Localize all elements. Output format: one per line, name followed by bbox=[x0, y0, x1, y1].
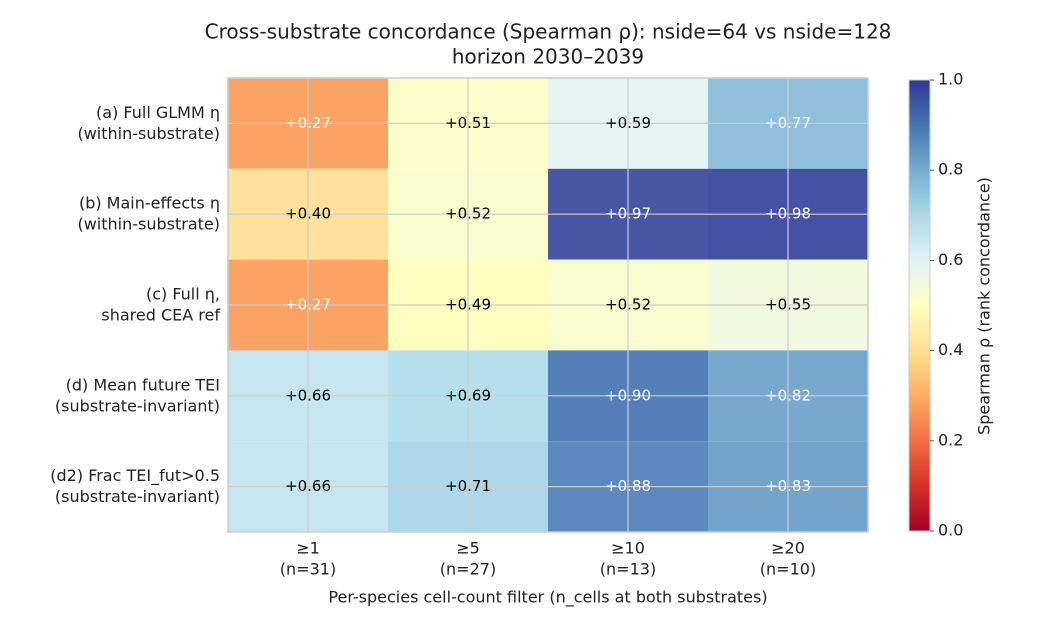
y-tick-label: (c) Full η, bbox=[146, 285, 220, 304]
colorbar-tick-label: 0.4 bbox=[938, 340, 963, 359]
colorbar-label: Spearman ρ (rank concordance) bbox=[975, 177, 994, 435]
cell-label: +0.55 bbox=[765, 296, 811, 314]
colorbar-tick-label: 0.2 bbox=[938, 430, 963, 449]
cell-label: +0.52 bbox=[605, 296, 651, 314]
x-axis-label: Per-species cell-count filter (n_cells a… bbox=[328, 588, 767, 608]
cell-label: +0.69 bbox=[445, 386, 491, 404]
cell-label: +0.59 bbox=[605, 114, 651, 132]
cell-label: +0.27 bbox=[285, 296, 331, 314]
x-tick-label: (n=13) bbox=[600, 560, 656, 579]
colorbar-tick-label: 0.8 bbox=[938, 160, 963, 179]
x-tick-label: ≥5 bbox=[456, 539, 480, 558]
cell-label: +0.51 bbox=[445, 114, 491, 132]
y-tick-label: (a) Full GLMM η bbox=[96, 103, 220, 122]
y-tick-label: (within-substrate) bbox=[77, 215, 220, 234]
y-tick-label: (d) Mean future TEI bbox=[66, 375, 220, 394]
cell-label: +0.88 bbox=[605, 477, 651, 495]
y-tick-label: (substrate-invariant) bbox=[55, 487, 220, 506]
x-tick-label: (n=27) bbox=[440, 560, 496, 579]
y-tick-label: (within-substrate) bbox=[77, 124, 220, 143]
cell-label: +0.83 bbox=[765, 477, 811, 495]
x-tick-label: (n=10) bbox=[760, 560, 816, 579]
chart-subtitle: horizon 2030–2039 bbox=[452, 45, 644, 69]
cell-label: +0.97 bbox=[605, 205, 651, 223]
plot-frame bbox=[227, 77, 869, 533]
colorbar-tick-label: 0.0 bbox=[938, 521, 963, 540]
cell-label: +0.40 bbox=[285, 205, 331, 223]
y-tick-label: (substrate-invariant) bbox=[55, 396, 220, 415]
chart-title: Cross-substrate concordance (Spearman ρ)… bbox=[205, 20, 892, 44]
x-tick-label: ≥10 bbox=[611, 539, 645, 558]
cell-label: +0.27 bbox=[285, 114, 331, 132]
cell-label: +0.71 bbox=[445, 477, 491, 495]
x-tick-label: ≥20 bbox=[771, 539, 805, 558]
cell-label: +0.49 bbox=[445, 296, 491, 314]
colorbar-tick-label: 0.6 bbox=[938, 250, 963, 269]
x-tick-label: ≥1 bbox=[296, 539, 320, 558]
cell-label: +0.90 bbox=[605, 386, 651, 404]
cell-label: +0.98 bbox=[765, 205, 811, 223]
cell-label: +0.52 bbox=[445, 205, 491, 223]
y-tick-label: shared CEA ref bbox=[101, 306, 220, 325]
colorbar bbox=[908, 79, 931, 532]
cell-label: +0.66 bbox=[285, 477, 331, 495]
y-tick-label: (d2) Frac TEI_fut>0.5 bbox=[50, 466, 220, 486]
cell-label: +0.82 bbox=[765, 386, 811, 404]
y-tick-label: (b) Main-effects η bbox=[79, 194, 220, 213]
cell-label: +0.77 bbox=[765, 114, 811, 132]
colorbar-tick-label: 1.0 bbox=[938, 70, 963, 89]
cell-label: +0.66 bbox=[285, 386, 331, 404]
x-tick-label: (n=31) bbox=[280, 560, 336, 579]
